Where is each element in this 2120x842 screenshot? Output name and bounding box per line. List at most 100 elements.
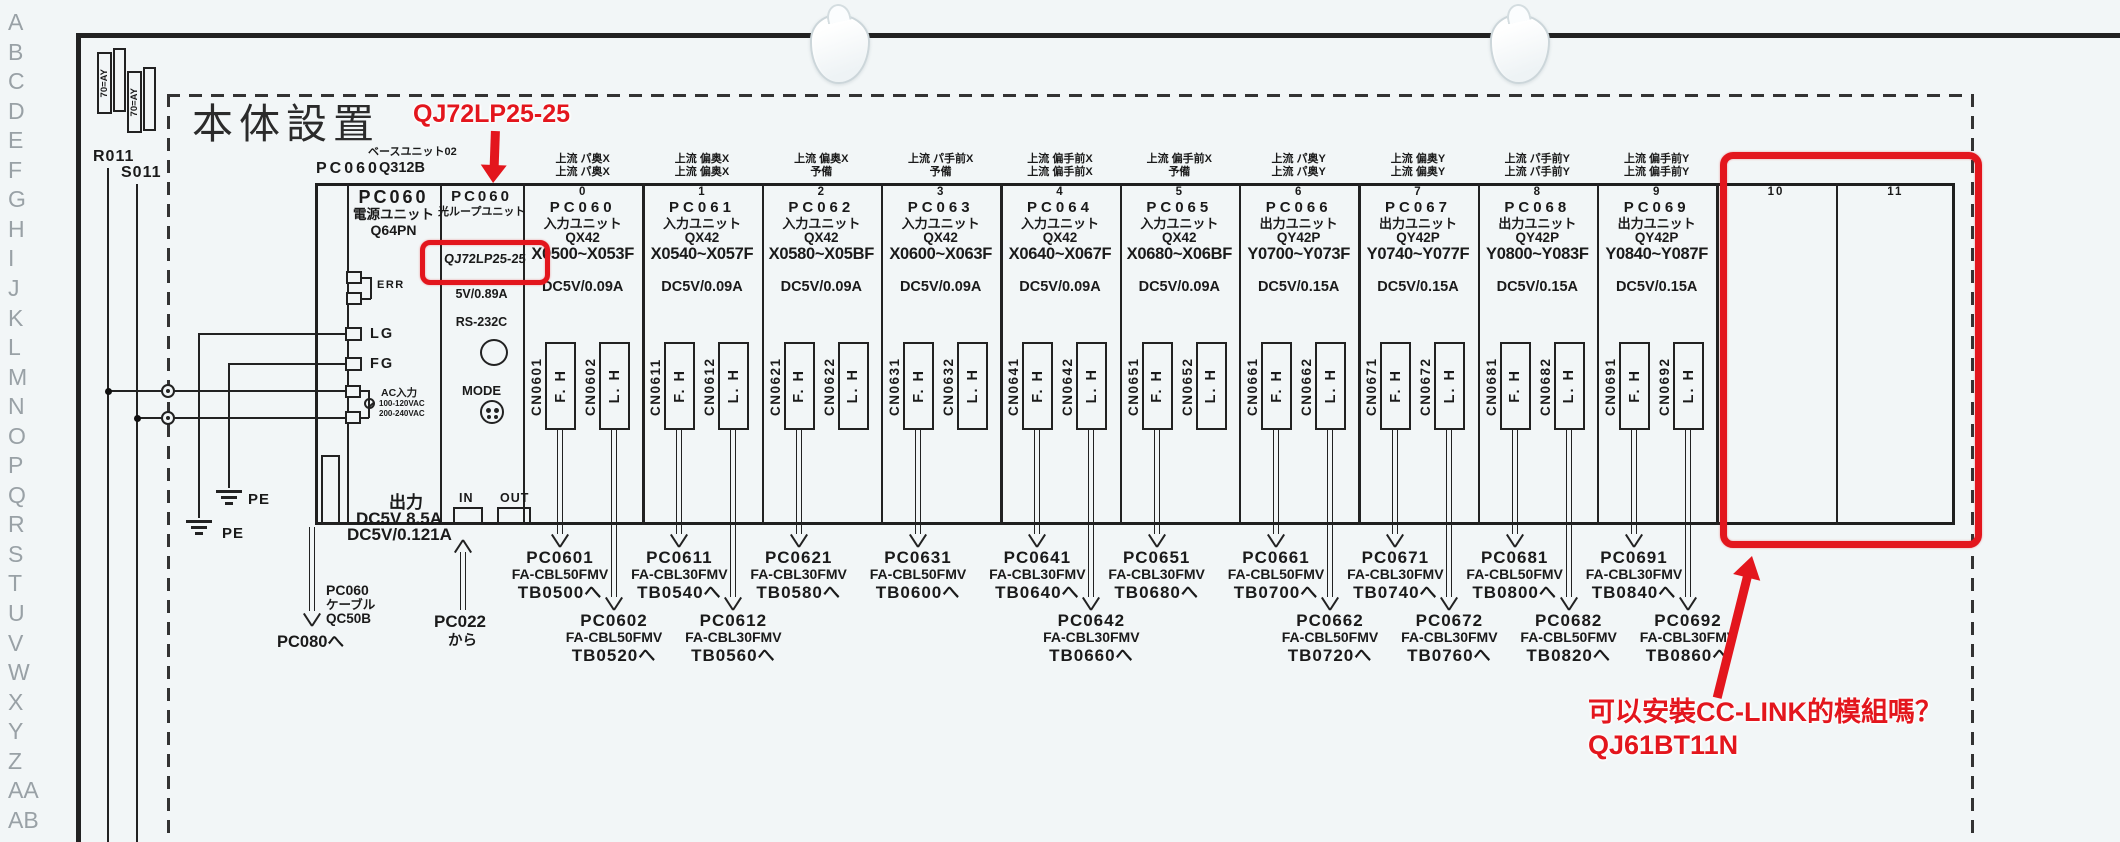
cable-model: FA-CBL30FMV [631,566,728,582]
connector-cable [730,430,737,597]
cclink-question-line1: 可以安裝CC-LINK的模組嗎？ [1588,697,1942,727]
terminal-err-1 [346,271,362,284]
cable-destination: TB0760へ [1407,646,1492,665]
cable-destination: TB0580へ [756,583,841,602]
slot-current: DC5V/0.15A [1496,279,1579,295]
slot-module-id: PC067 [1385,199,1451,216]
margin-row-letter: I [8,245,15,272]
slot-number: 7 [1414,186,1422,198]
cable-pc-number: PC0692 [1654,611,1722,630]
slot-header-line2: 上流 パ奥Y [1271,166,1326,178]
rack-divider-line [1716,183,1719,525]
err-bracket-h1 [362,277,371,279]
cable-model: FA-CBL30FMV [1639,629,1737,645]
pe1-label: PE [248,491,271,508]
connector-cable [676,430,683,534]
connector-handle-label: L. H [1083,368,1100,404]
cable-pc-number: PC0612 [699,611,768,630]
margin-row-letter: B [8,38,24,65]
connector-cable [1273,430,1279,534]
cable-pc-number: PC0601 [526,548,594,567]
connector-id: CN0682 [1537,357,1553,417]
slot-module-type: 入力ユニット [1140,216,1219,231]
margin-row-letter: C [8,68,25,95]
connector-cable [1631,430,1637,534]
cable-arrowhead [1266,532,1286,548]
margin-row-letter: Y [8,718,24,745]
rack-divider-line [1597,183,1600,525]
terminal-ac-1 [345,385,361,398]
binder-ring-left [810,14,870,84]
install-area-border-left [167,94,170,842]
slot-header-line2: 上流 偏手前Y [1623,166,1690,178]
cable-pc-number: PC0642 [1057,611,1126,630]
connector-box: F. H [545,342,576,430]
margin-row-letter: G [8,186,26,213]
terminal-err-label: ERR [377,279,405,291]
slot-header-line2: 上流 パ奥X [555,166,610,178]
wire-r011-feedthrough [161,384,175,398]
cable-model: FA-CBL50FMV [565,629,663,645]
slot-io-range: X0500~X053F [531,245,634,263]
cable-destination: TB0500へ [517,583,603,602]
slot-number: 9 [1652,186,1661,198]
cable-destination: TB0860へ [1645,646,1731,665]
slot-module-type: 入力ユニット [543,216,622,231]
slot-io-range: X0640~X067F [1008,245,1112,263]
pc080-cable-arrowhead [302,611,322,627]
cable-model: FA-CBL30FMV [1401,629,1498,645]
connector-handle-label: F. H [791,369,808,403]
connector-id: CN0672 [1418,357,1434,417]
slot-module-id: PC068 [1504,199,1571,216]
install-area-border-top [167,94,1974,97]
slot-header-line2: 上流 パ手前Y [1504,166,1571,178]
cable-destination: TB0840へ [1591,583,1677,602]
slot-module-id: PC066 [1265,199,1332,216]
cable-pc-number: PC0641 [1003,548,1072,567]
slot-module-type: 入力ユニット [901,216,980,231]
ac-input-label: AC入力 [381,387,418,399]
base-unit-type: ベースユニット02 [368,146,457,158]
connector-handle-label: L. H [606,368,623,404]
sheet-top-border [76,33,2120,38]
cable-destination: TB0740へ [1353,583,1438,602]
connector-cable [795,430,802,534]
loop-in-label: IN [459,491,474,505]
stamp-70ay-2-body [143,67,156,131]
margin-row-letter: A [8,9,24,35]
rack-divider-line [1835,183,1838,525]
pe1-ground-bar3 [225,502,233,505]
wire-s011-horizontal [137,417,345,419]
cable-arrowhead [1624,532,1644,548]
connector-cable [915,430,921,534]
pc022-from-id: PC022 [434,612,486,631]
cable-destination: TB0540へ [637,583,722,602]
connector-box: L. H [718,342,750,430]
cable-model: FA-CBL50FMV [1520,629,1617,645]
connector-id: CN0651 [1125,357,1141,417]
margin-row-letter: P [8,452,24,479]
connector-cable [1327,430,1333,597]
power-cable-id: PC060 [326,582,369,598]
power-out-line1: DC5V 8.5A [356,509,442,528]
slot-header-line2: 予備 [1168,166,1191,178]
slot-module-type: 出力ユニット [1498,216,1577,231]
cable-pc-number: PC0602 [580,611,648,630]
binder-ring-right [1490,14,1550,84]
connector-id: CN0632 [941,357,956,417]
connector-id: CN0671 [1364,357,1380,417]
sheet-left-border [76,33,81,842]
rack-divider-line [1477,183,1480,525]
loop-unit-id: PC060 [451,188,512,205]
power-cable-dest: PC080へ [277,633,344,651]
ac-voltage-2: 200-240VAC [379,409,425,418]
connector-box: F. H [1141,342,1173,430]
arrow-shaft [489,130,500,168]
slot-header-line1: 上流 偏奥X [674,153,730,165]
connector-id: CN0642 [1060,357,1076,417]
slot-module-model: QX42 [1162,230,1197,245]
cable-destination: TB0600へ [875,583,961,602]
pe1-ground-bar2 [221,496,237,499]
connector-id: CN0621 [767,357,783,417]
connector-handle-label: L. H [845,368,862,404]
